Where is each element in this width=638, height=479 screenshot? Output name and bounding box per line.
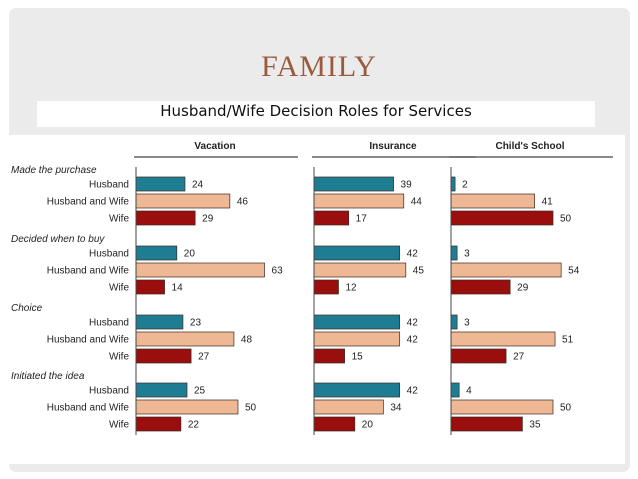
husband-bar	[313, 245, 401, 261]
chart-subtitle: Husband/Wife Decision Roles for Services	[160, 102, 472, 120]
wife-bar	[313, 416, 356, 432]
value-label: 20	[184, 249, 196, 260]
group-label: Initiated the idea	[11, 371, 85, 382]
wife-bar	[313, 210, 350, 226]
role-label: Wife	[109, 214, 129, 225]
wife-bar	[450, 279, 511, 295]
husband-and-wife-bar	[313, 262, 407, 278]
husband-and-wife-bar	[313, 399, 384, 415]
role-label: Wife	[109, 420, 129, 431]
role-label: Husband and Wife	[47, 197, 130, 208]
husband-bar	[135, 314, 184, 330]
value-label: 42	[407, 386, 419, 397]
wife-bar	[450, 348, 507, 364]
husband-bar	[313, 314, 401, 330]
value-label: 34	[390, 403, 402, 414]
value-label: 48	[241, 335, 253, 346]
role-label: Wife	[109, 352, 129, 363]
value-label: 46	[237, 197, 249, 208]
husband-and-wife-bar	[135, 262, 265, 278]
husband-and-wife-bar	[135, 331, 235, 347]
wife-bar	[450, 210, 554, 226]
value-label: 54	[568, 266, 580, 277]
value-label: 22	[188, 420, 200, 431]
husband-bar	[450, 245, 458, 261]
value-label: 27	[198, 352, 210, 363]
value-label: 20	[362, 420, 374, 431]
value-label: 17	[356, 214, 368, 225]
husband-bar	[450, 314, 458, 330]
value-label: 25	[194, 386, 206, 397]
wife-bar	[135, 279, 165, 295]
value-label: 29	[202, 214, 214, 225]
husband-and-wife-bar	[450, 399, 554, 415]
bar-chart: Vacation Insurance Child's School Made the …	[11, 141, 613, 435]
value-label: 44	[411, 197, 423, 208]
value-label: 3	[464, 249, 470, 260]
wife-bar	[313, 348, 345, 364]
value-label: 45	[413, 266, 425, 277]
value-label: 50	[560, 214, 572, 225]
value-label: 14	[172, 283, 184, 294]
husband-and-wife-bar	[135, 193, 231, 209]
value-label: 51	[562, 335, 574, 346]
wife-bar	[135, 210, 196, 226]
value-label: 42	[407, 335, 419, 346]
husband-bar	[313, 176, 394, 192]
wife-bar	[135, 416, 182, 432]
value-label: 3	[464, 318, 470, 329]
value-label: 15	[352, 352, 364, 363]
value-label: 27	[513, 352, 525, 363]
husband-and-wife-bar	[450, 262, 562, 278]
group-label: Decided when to buy	[11, 234, 105, 245]
value-label: 12	[345, 283, 357, 294]
husband-bar	[135, 382, 188, 398]
role-label: Husband and Wife	[47, 403, 130, 414]
husband-bar	[450, 176, 456, 192]
role-label: Husband and Wife	[47, 335, 130, 346]
wife-bar	[135, 348, 192, 364]
group-label: Made the purchase	[11, 165, 97, 176]
value-label: 35	[529, 420, 541, 431]
husband-and-wife-bar	[313, 193, 405, 209]
husband-bar	[450, 382, 460, 398]
value-label: 39	[401, 180, 413, 191]
value-label: 42	[407, 318, 419, 329]
husband-and-wife-bar	[135, 399, 239, 415]
subtitle-box	[37, 101, 595, 127]
panel-header: Insurance	[369, 141, 417, 152]
slide-title: FAMILY	[261, 50, 377, 83]
value-label: 4	[466, 386, 472, 397]
value-label: 41	[542, 197, 554, 208]
panel-header: Vacation	[194, 141, 235, 152]
role-label: Husband	[89, 386, 129, 397]
wife-bar	[450, 416, 523, 432]
husband-bar	[135, 176, 186, 192]
value-label: 42	[407, 249, 419, 260]
husband-and-wife-bar	[313, 331, 401, 347]
value-label: 24	[192, 180, 204, 191]
husband-bar	[313, 382, 401, 398]
husband-and-wife-bar	[450, 193, 535, 209]
value-label: 29	[517, 283, 529, 294]
husband-bar	[135, 245, 178, 261]
husband-and-wife-bar	[450, 331, 556, 347]
value-label: 2	[462, 180, 468, 191]
value-label: 50	[560, 403, 572, 414]
role-label: Husband and Wife	[47, 266, 130, 277]
value-label: 50	[245, 403, 257, 414]
chart-panel: Vacation Insurance Child's School Made the …	[8, 135, 625, 464]
group-label: Choice	[11, 303, 43, 314]
wife-bar	[313, 279, 339, 295]
role-label: Husband	[89, 249, 129, 260]
role-label: Husband	[89, 318, 129, 329]
role-label: Wife	[109, 283, 129, 294]
panel-header: Child's School	[495, 141, 564, 152]
value-label: 23	[190, 318, 202, 329]
role-label: Husband	[89, 180, 129, 191]
value-label: 63	[272, 266, 284, 277]
